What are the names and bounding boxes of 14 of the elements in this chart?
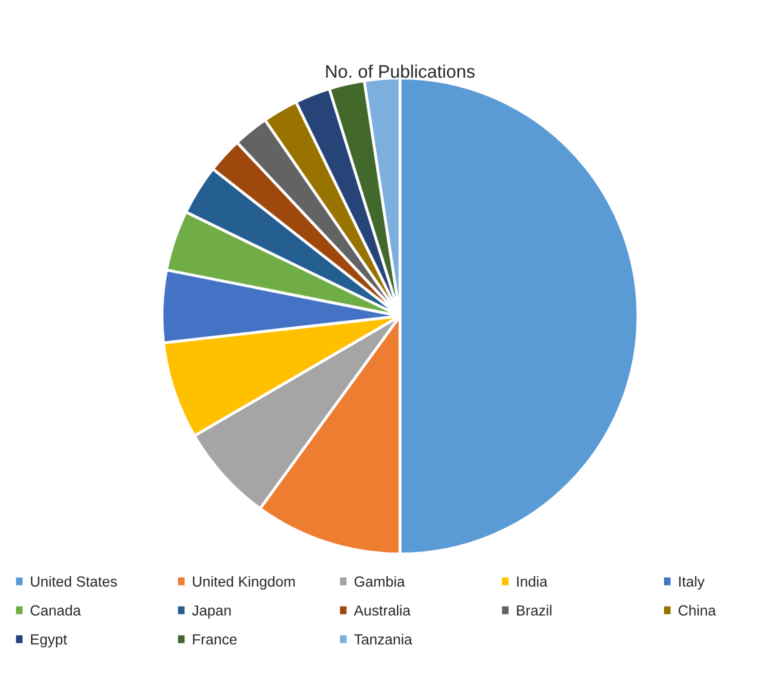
legend-label: India <box>517 576 548 587</box>
legend-label: United States <box>30 576 117 587</box>
legend-label: Japan <box>192 605 231 618</box>
legend-label: Brazil <box>517 604 552 616</box>
legend-label: Egypt <box>31 634 68 648</box>
legend-label: Australia <box>354 604 411 616</box>
legend-label: France <box>193 634 237 645</box>
legend-label: Tanzania <box>354 634 412 645</box>
chart-title: No. of Publications <box>326 64 475 78</box>
legend-label: Canada <box>30 604 81 616</box>
legend-label: China <box>678 604 716 616</box>
legend-label: United Kingdom <box>192 576 295 590</box>
legend-label: Italy <box>679 576 705 590</box>
legend-label: Gambia <box>354 576 405 587</box>
